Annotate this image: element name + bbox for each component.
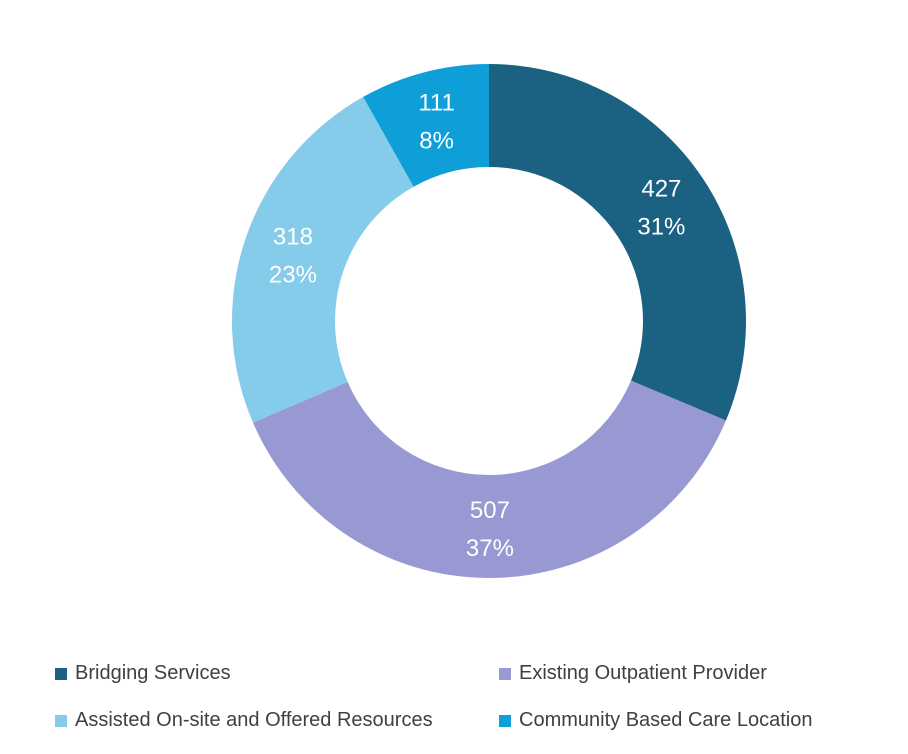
legend-label: Existing Outpatient Provider (519, 662, 767, 684)
legend-item-existing-outpatient-provider: Existing Outpatient Provider (499, 662, 767, 685)
legend-label: Community Based Care Location (519, 709, 813, 731)
donut-slice-community-based-care-location (363, 64, 489, 187)
data-label-percent: 37% (466, 535, 514, 562)
legend-swatch (55, 714, 67, 727)
legend-swatch (55, 667, 67, 680)
donut-slice-assisted-on-site-and-offered-resources (232, 96, 414, 423)
donut-slice-bridging-services (489, 64, 746, 421)
data-label-value: 507 (470, 497, 510, 524)
legend-label: Bridging Services (75, 662, 231, 684)
legend-item-bridging-services: Bridging Services (55, 662, 231, 685)
data-label-percent: 31% (637, 213, 685, 240)
data-label-percent: 23% (269, 262, 317, 289)
donut-slice-existing-outpatient-provider (252, 380, 726, 578)
data-label-value: 318 (273, 224, 313, 251)
legend-swatch (499, 667, 511, 680)
legend-item-community-based-care: Community Based Care Location (499, 709, 812, 732)
legend-label: Assisted On-site and Offered Resources (75, 709, 433, 731)
legend-swatch (499, 714, 511, 727)
data-label-percent: 8% (419, 128, 454, 155)
data-label-value: 111 (418, 90, 454, 117)
legend-item-assisted-onsite: Assisted On-site and Offered Resources (55, 709, 433, 732)
data-label-value: 427 (641, 175, 681, 202)
